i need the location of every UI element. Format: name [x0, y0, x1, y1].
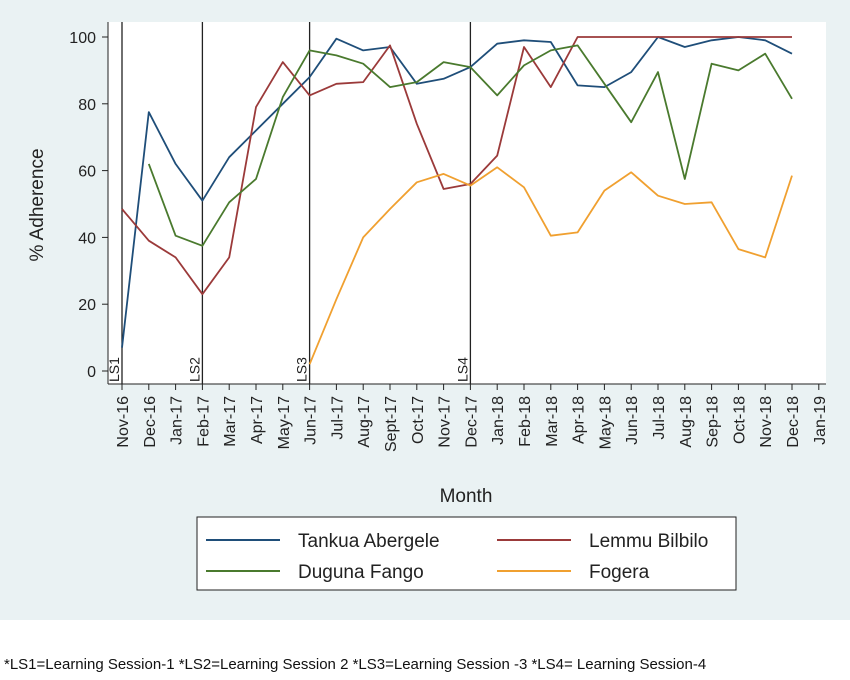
x-tick-label: Feb-18 [517, 396, 534, 447]
x-tick-label: Jan-18 [490, 396, 507, 445]
legend-label: Lemmu Bilbilo [589, 531, 708, 552]
y-axis: 0 20 40 60 80 100 [69, 22, 109, 384]
session-label-ls4: LS4 [454, 357, 470, 382]
chart-area: 0 20 40 60 80 100 Nov-16 Dec-16 Jan-17 Feb-17 Mar… [0, 0, 850, 620]
session-label-ls1: LS1 [106, 357, 122, 382]
x-tick-label: May-17 [276, 396, 293, 449]
x-tick-label: May-18 [597, 396, 614, 449]
x-tick-label: Jul-17 [329, 396, 346, 440]
series-line-fogera [308, 166, 793, 365]
series-line-lemmu-bilbilo [121, 36, 792, 296]
y-tick-label: 60 [78, 164, 96, 181]
series-lines [121, 36, 793, 365]
x-tick-label: Sep-18 [705, 396, 722, 448]
x-tick-label: Nov-16 [115, 396, 132, 448]
footnote: *LS1=Learning Session-1 *LS2=Learning Se… [4, 656, 707, 673]
legend-label: Tankua Abergele [298, 531, 440, 552]
x-tick-label: Dec-16 [142, 396, 159, 448]
x-tick-label: Feb-17 [195, 396, 212, 447]
legend: Tankua Abergele Lemmu Bilbilo Duguna Fango… [196, 516, 737, 591]
x-axis-title: Month [440, 486, 493, 507]
x-tick-label: Apr-18 [571, 396, 588, 444]
x-tick-label: Jul-18 [651, 396, 668, 440]
x-axis: Nov-16 Dec-16 Jan-17 Feb-17 Mar-17 Apr-17 May-… [108, 383, 829, 452]
x-tick-label: Mar-17 [222, 396, 239, 447]
y-axis-title: % Adherence [27, 148, 48, 261]
x-tick-label: Mar-18 [544, 396, 561, 447]
x-tick-label: Sept-17 [383, 396, 400, 452]
x-tick-label: Dec-18 [785, 396, 802, 448]
x-tick-label: Dec-17 [463, 396, 480, 448]
y-tick-label: 40 [78, 230, 96, 247]
y-tick-label: 20 [78, 297, 96, 314]
legend-label: Duguna Fango [298, 562, 424, 583]
y-tick-label: 100 [69, 30, 96, 47]
x-tick-label: Oct-18 [731, 396, 748, 444]
adherence-line-chart: 0 20 40 60 80 100 Nov-16 Dec-16 Jan-17 Feb-17 Mar… [27, 22, 829, 591]
y-tick-label: 80 [78, 97, 96, 114]
plot-area [108, 22, 826, 384]
series-line-tankua-abergele [121, 36, 793, 348]
session-label-ls2: LS2 [186, 357, 202, 382]
y-tick-label: 0 [87, 364, 96, 381]
learning-session-lines: LS1 LS2 LS3 LS4 [106, 22, 472, 384]
x-tick-label: Jan-17 [169, 396, 186, 445]
x-tick-label: Jun-18 [624, 396, 641, 445]
legend-label: Fogera [589, 562, 650, 583]
legend-box [196, 516, 737, 591]
x-tick-label: Nov-18 [758, 396, 775, 448]
session-label-ls3: LS3 [294, 357, 310, 382]
series-line-duguna-fango [147, 44, 793, 247]
x-tick-label: Aug-18 [678, 396, 695, 448]
x-tick-label: Oct-17 [410, 396, 427, 444]
x-tick-label: Aug-17 [356, 396, 373, 448]
x-tick-label: Nov-17 [437, 396, 454, 448]
x-tick-label: Jun-17 [303, 396, 320, 445]
x-tick-label: Jan-19 [812, 396, 829, 445]
x-tick-label: Apr-17 [249, 396, 266, 444]
